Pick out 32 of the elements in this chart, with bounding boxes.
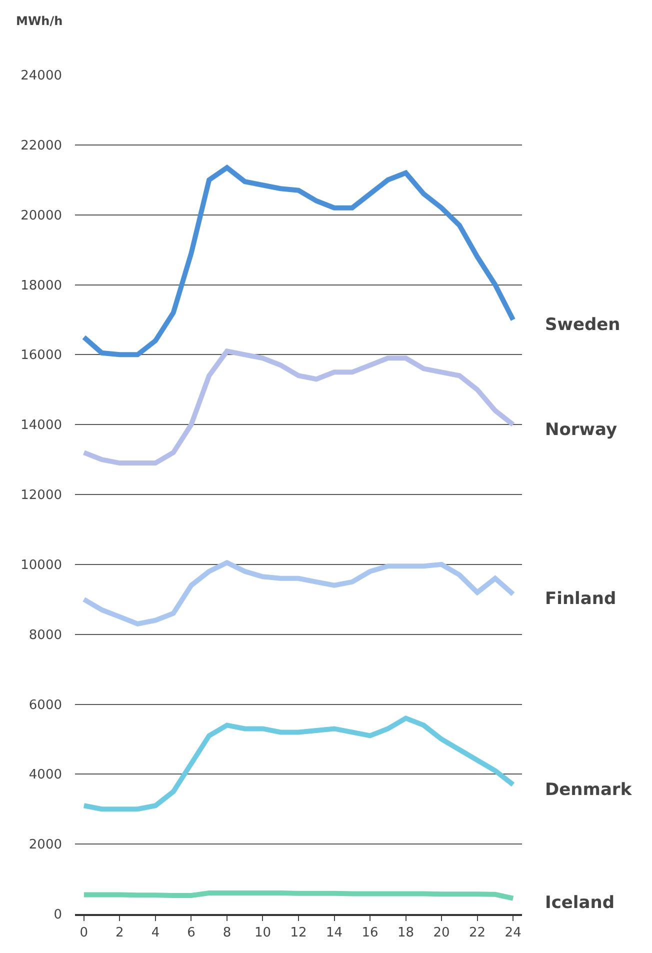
y-tick-label: 14000 (20, 418, 62, 434)
y-tick-label: 0 (54, 908, 62, 923)
x-tick-label: 18 (398, 926, 414, 941)
y-tick-label: 16000 (20, 348, 62, 364)
x-tick-label: 24 (504, 926, 522, 941)
series-label: Norway (545, 420, 618, 440)
y-tick-label: 24000 (20, 68, 62, 84)
x-tick-label: 10 (254, 926, 272, 941)
x-tick-label: 22 (469, 926, 486, 941)
y-tick-label: 18000 (20, 278, 62, 294)
x-tick-label: 16 (362, 926, 378, 941)
y-tick-label: 8000 (28, 628, 62, 643)
x-tick-label: 6 (187, 926, 196, 941)
x-tick-label: 12 (290, 926, 307, 941)
series-label: Iceland (545, 893, 615, 913)
y-tick-label: 12000 (20, 488, 62, 504)
x-tick-label: 20 (433, 926, 450, 941)
series-label: Sweden (545, 315, 620, 335)
y-tick-label: 4000 (28, 768, 62, 783)
x-tick-label: 4 (151, 926, 160, 941)
series-label: Denmark (545, 780, 632, 800)
x-tick-label: 8 (222, 926, 232, 941)
y-axis-title: MWh/h (16, 14, 63, 28)
y-tick-label: 20000 (20, 208, 62, 224)
y-tick-label: 10000 (20, 558, 62, 573)
x-tick-label: 2 (116, 926, 124, 941)
y-tick-label: 22000 (20, 138, 62, 154)
series-label: Finland (545, 589, 616, 609)
x-tick-label: 14 (326, 926, 343, 941)
y-tick-label: 2000 (28, 838, 62, 853)
x-tick-label: 0 (80, 926, 88, 941)
y-tick-label: 6000 (28, 698, 62, 713)
